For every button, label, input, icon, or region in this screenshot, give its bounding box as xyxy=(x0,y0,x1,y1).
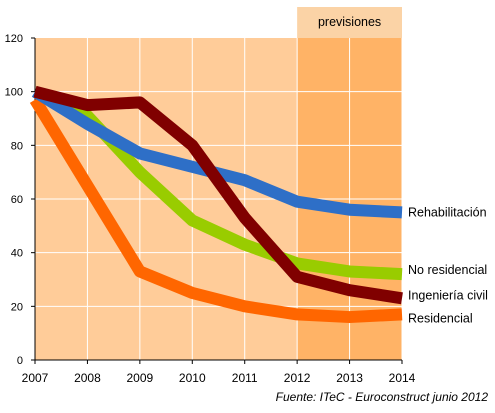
y-tick-label: 0 xyxy=(17,355,23,367)
series-labels: Rehabilitación No residencial Ingeniería c… xyxy=(408,205,488,325)
series-label-rehabilitaci-n: Rehabilitación xyxy=(408,205,487,219)
x-axis-ticks: 2007 2008 2009 2010 2011 2012 2013 2014 xyxy=(22,360,416,385)
x-tick-label: 2012 xyxy=(284,371,311,385)
y-tick-label: 120 xyxy=(5,33,23,45)
series-label-residencial: Residencial xyxy=(408,311,473,325)
series-line-ingenier-a-civil xyxy=(33,85,403,305)
y-tick-label: 40 xyxy=(11,248,23,260)
source-note: Fuente: ITeC - Euroconstruct junio 2012 xyxy=(276,390,489,404)
forecast-label: previsiones xyxy=(318,15,381,29)
series-line-residencial xyxy=(29,96,403,324)
x-tick-label: 2008 xyxy=(74,371,101,385)
x-tick-label: 2010 xyxy=(179,371,206,385)
series-label-ingenier-a-civil: Ingeniería civil xyxy=(408,288,488,302)
x-tick-label: 2009 xyxy=(127,371,154,385)
x-tick-label: 2011 xyxy=(232,371,258,385)
grid-lines xyxy=(35,38,403,360)
y-tick-label: 80 xyxy=(11,140,23,152)
y-axis-ticks: 0 20 40 60 80 100 120 xyxy=(5,33,35,367)
y-tick-label: 100 xyxy=(5,87,23,99)
x-tick-label: 2007 xyxy=(22,371,49,385)
series-label-no-residencial: No residencial xyxy=(408,263,487,277)
y-tick-label: 20 xyxy=(11,301,23,313)
x-tick-label: 2013 xyxy=(336,371,363,385)
series-lines xyxy=(29,85,403,324)
y-tick-label: 60 xyxy=(11,194,23,206)
x-tick-label: 2014 xyxy=(389,371,416,385)
forecast-header xyxy=(297,7,402,38)
